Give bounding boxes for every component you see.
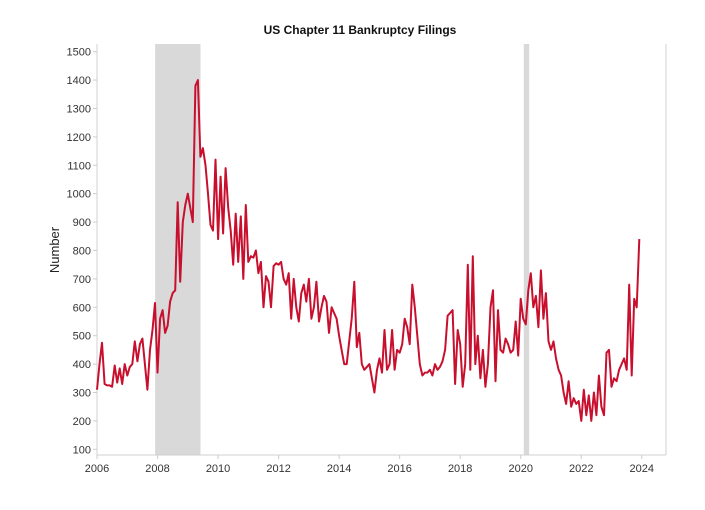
y-tick-label: 1000 bbox=[67, 189, 91, 201]
x-tick-label: 2018 bbox=[448, 463, 472, 475]
y-tick-label: 1100 bbox=[67, 160, 91, 172]
y-tick-label: 600 bbox=[73, 302, 91, 314]
y-tick-label: 400 bbox=[73, 359, 91, 371]
y-axis-label: Number bbox=[47, 226, 62, 273]
y-tick-label: 100 bbox=[73, 444, 91, 456]
x-tick-label: 2020 bbox=[508, 463, 532, 475]
x-tick-label: 2022 bbox=[569, 463, 593, 475]
x-tick-label: 2010 bbox=[206, 463, 230, 475]
y-tick-label: 1400 bbox=[67, 75, 91, 87]
y-tick-label: 1200 bbox=[67, 132, 91, 144]
y-tick-label: 1500 bbox=[67, 47, 91, 59]
x-tick-label: 2024 bbox=[630, 463, 654, 475]
y-tick-label: 900 bbox=[73, 217, 91, 229]
recession-shade bbox=[523, 44, 530, 455]
chart-title: US Chapter 11 Bankruptcy Filings bbox=[264, 23, 457, 37]
recession-shade bbox=[155, 44, 201, 455]
series-line-chapter-11-filings bbox=[96, 79, 641, 422]
y-tick-label: 300 bbox=[73, 388, 91, 400]
y-tick-label: 200 bbox=[73, 416, 91, 428]
x-tick-label: 2016 bbox=[387, 463, 411, 475]
y-tick-label: 700 bbox=[73, 274, 91, 286]
y-tick-label: 1300 bbox=[67, 103, 91, 115]
x-tick-label: 2014 bbox=[327, 463, 351, 475]
y-tick-label: 500 bbox=[73, 331, 91, 343]
x-tick-label: 2008 bbox=[145, 463, 169, 475]
x-tick-label: 2006 bbox=[85, 463, 109, 475]
x-tick-label: 2012 bbox=[266, 463, 290, 475]
y-tick-label: 800 bbox=[73, 245, 91, 257]
